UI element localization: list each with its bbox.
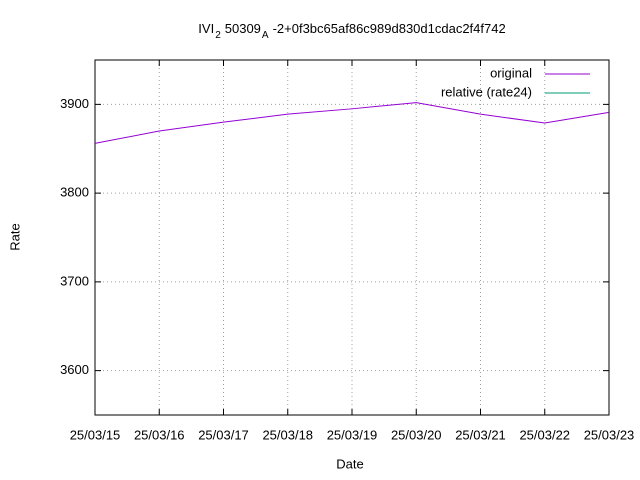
x-tick-label: 25/03/22 — [519, 427, 570, 442]
title-subscript: 2 — [215, 30, 221, 41]
title-subscript: A — [262, 30, 269, 41]
x-tick-label: 25/03/21 — [455, 427, 506, 442]
x-tick-label: 25/03/16 — [134, 427, 185, 442]
x-tick-label: 25/03/18 — [262, 427, 313, 442]
legend-label: relative (rate24) — [441, 84, 532, 99]
x-tick-label: 25/03/15 — [70, 427, 121, 442]
title-part: 50309 — [225, 21, 261, 36]
y-tick-label: 3800 — [60, 185, 89, 200]
x-tick-label: 25/03/17 — [198, 427, 249, 442]
legend-label: original — [490, 65, 532, 80]
x-tick-label: 25/03/23 — [584, 427, 635, 442]
y-tick-label: 3900 — [60, 96, 89, 111]
y-axis-label: Rate — [7, 223, 22, 250]
chart-title: IVI2 50309A -2+0f3bc65af86c989d830d1cdac2f… — [198, 21, 505, 40]
data-line — [94, 102, 610, 144]
plot-border — [94, 59, 610, 416]
x-axis-label: Date — [336, 456, 363, 471]
title-part: IVI — [198, 21, 214, 36]
x-tick-label: 25/03/19 — [327, 427, 378, 442]
x-tick-label: 25/03/20 — [391, 427, 442, 442]
y-tick-label: 3700 — [60, 273, 89, 288]
y-tick-label: 3600 — [60, 362, 89, 377]
title-part: -2+0f3bc65af86c989d830d1cdac2f4f742 — [273, 21, 506, 36]
